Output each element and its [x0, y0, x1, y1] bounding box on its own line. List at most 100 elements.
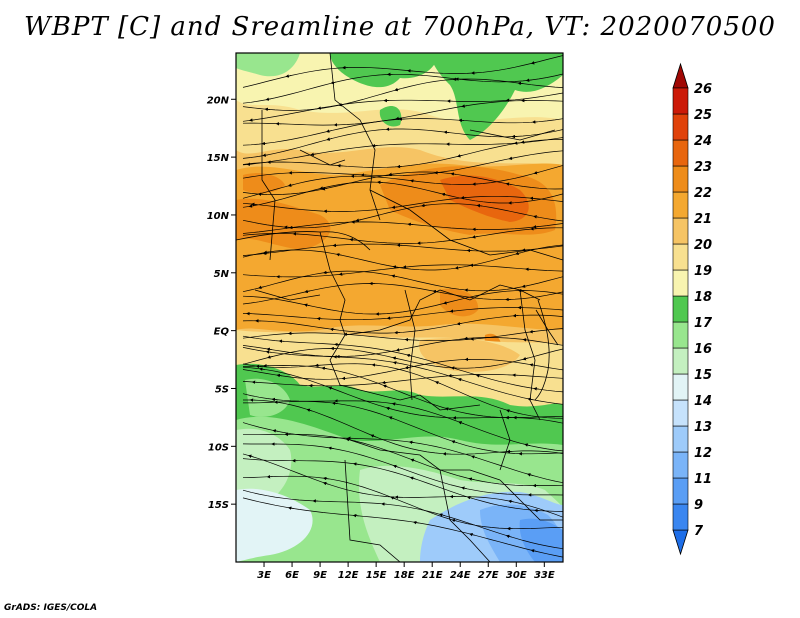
colorbar-box — [672, 87, 689, 115]
streamline-arrow — [522, 356, 529, 361]
streamline-arrow — [434, 381, 441, 385]
streamline-arrow — [322, 270, 329, 275]
streamline-arrow — [258, 367, 265, 371]
streamline-arrow — [390, 496, 397, 500]
streamline — [242, 221, 563, 234]
streamline-arrow — [395, 348, 402, 352]
streamline-arrow — [388, 172, 395, 177]
streamline-arrow — [505, 409, 512, 413]
streamline-arrow — [533, 171, 540, 175]
streamline-arrow — [451, 440, 458, 444]
streamline-arrow — [438, 513, 445, 517]
streamline — [242, 128, 563, 159]
colorbar-box — [672, 399, 689, 427]
streamline-arrow — [328, 446, 334, 450]
streamline-arrow — [345, 437, 352, 442]
streamline-arrow — [388, 416, 395, 420]
streamline — [242, 366, 563, 424]
streamline-arrow — [454, 266, 461, 270]
map-title: WBPT [C] and Sreamline at 700hPa, VT: 20… — [24, 12, 776, 42]
map-frame — [235, 52, 564, 563]
streamline-arrow — [530, 549, 537, 553]
latitude-axis: 20N 15N 10N 5N EQ 5S 10S 15S — [207, 95, 236, 511]
streamline-arrow — [262, 251, 269, 256]
colorbar-box — [672, 347, 689, 375]
lat-label: 15S — [208, 500, 229, 511]
streamline-arrow — [408, 440, 415, 445]
streamline-arrow — [412, 520, 419, 525]
streamline-arrow — [285, 74, 292, 78]
streamline-arrow — [336, 253, 342, 257]
streamline-arrow — [321, 366, 328, 371]
streamline-arrow — [261, 141, 268, 146]
streamline-arrow — [265, 350, 272, 354]
streamline — [242, 335, 563, 393]
lon-label: 18E — [394, 570, 415, 581]
streamline-arrow — [370, 434, 377, 438]
streamline-arrow — [517, 81, 524, 86]
colorbar-label: 18 — [694, 290, 712, 305]
streamline-arrow — [505, 534, 512, 539]
streamline-arrow — [247, 454, 254, 458]
streamline — [242, 203, 563, 229]
streamline — [242, 348, 563, 369]
colorbar-label: 12 — [694, 446, 712, 461]
streamline-arrow — [443, 130, 450, 135]
streamline-arrow — [329, 327, 336, 332]
colorbar-label: 22 — [694, 186, 712, 201]
lat-label: 5N — [214, 269, 230, 280]
streamline-arrow — [266, 347, 273, 352]
streamline-arrow — [353, 462, 359, 466]
streamline-arrow — [265, 97, 272, 101]
lon-label: 33E — [534, 570, 555, 581]
streamline — [242, 270, 563, 293]
streamline-arrow — [304, 289, 311, 294]
streamline — [242, 337, 563, 357]
colorbar-box — [672, 477, 689, 505]
lat-label: 15N — [207, 153, 230, 164]
streamline-arrow — [322, 476, 329, 481]
colorbar-label: 19 — [694, 264, 712, 279]
lon-label: 15E — [366, 570, 387, 581]
colorbar-label: 16 — [694, 342, 712, 357]
streamline-arrow — [456, 321, 463, 326]
colorbar-box — [672, 425, 689, 453]
streamline — [242, 393, 563, 452]
streamline-arrow — [456, 154, 463, 158]
streamline — [242, 497, 563, 558]
streamline-arrow — [468, 477, 475, 481]
streamline-arrow — [450, 172, 457, 176]
streamline — [242, 139, 563, 168]
streamline-arrow — [533, 387, 540, 391]
streamline-arrow — [458, 421, 464, 425]
streamline-arrow — [330, 80, 337, 85]
streamline-arrow — [444, 407, 451, 411]
streamline-arrow — [322, 481, 329, 486]
lat-label: 10N — [207, 211, 230, 222]
streamline — [242, 195, 563, 212]
streamline — [242, 100, 563, 126]
lon-label: 24E — [450, 570, 471, 581]
streamline-arrow — [522, 338, 529, 342]
streamline-arrow — [529, 363, 536, 367]
colorbar-label: 25 — [694, 108, 712, 123]
colorbar-label: 7 — [694, 524, 704, 539]
colorbar-box — [672, 295, 689, 323]
colorbar-label: 20 — [694, 238, 712, 253]
streamline-arrow — [521, 284, 528, 288]
streamline-arrow — [406, 353, 413, 358]
streamline-arrow — [321, 187, 328, 191]
streamline-arrow — [441, 192, 448, 197]
streamline-arrow — [508, 156, 515, 160]
colorbar-label: 24 — [694, 134, 712, 149]
streamline — [242, 290, 563, 315]
colorbar-label: 9 — [694, 498, 703, 513]
streamline — [242, 165, 563, 199]
streamline-arrow — [306, 408, 313, 412]
lat-label: 10S — [208, 442, 229, 453]
streamline-arrow — [248, 118, 255, 122]
streamline-arrow — [533, 215, 539, 219]
colorbar-top-triangle — [672, 62, 689, 89]
streamline — [242, 307, 563, 321]
